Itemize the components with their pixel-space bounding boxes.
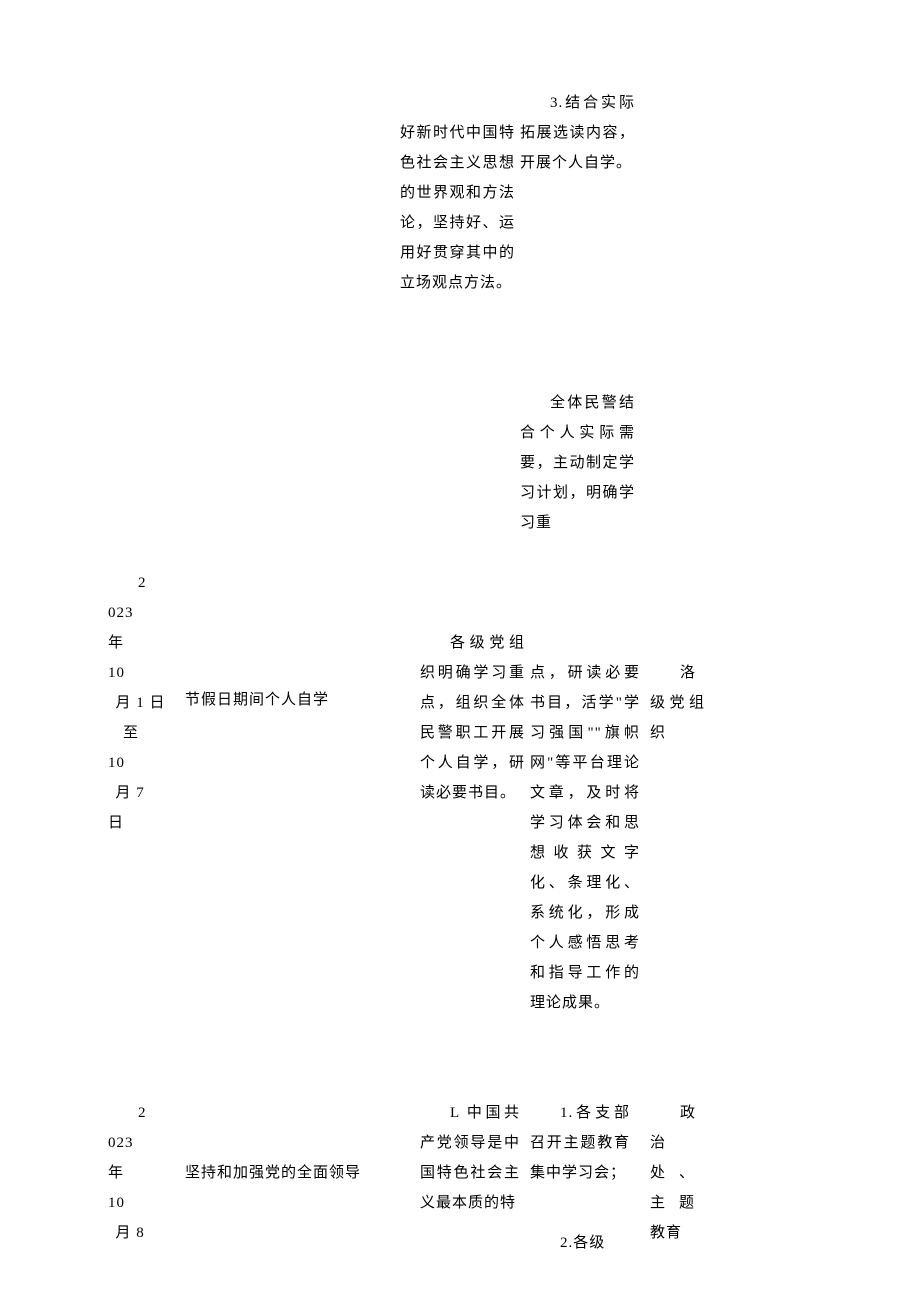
row3-date-line: 月 8 xyxy=(108,1218,178,1248)
row2-date-line: 至 xyxy=(108,718,178,748)
row2-date-line: 023 xyxy=(108,598,178,628)
row3-date-line: 10 xyxy=(108,1188,178,1218)
top-col5-continuation: 3.结合实际拓展选读内容，开展个人自学。 xyxy=(520,88,635,178)
row2-topic: 节假日期间个人自学 xyxy=(185,685,395,715)
row3-date-line: 2 xyxy=(108,1098,178,1128)
row2-date-col: 2 023 年 10 月 1 日 至 10 月 7 日 xyxy=(108,568,178,838)
row2-date-line: 10 xyxy=(108,658,178,688)
row2-col6: 洛级党组织 xyxy=(650,658,705,748)
row2-col5: 点，研读必要书目，活学"学习强国""旗帜网"等平台理论文章，及时将学习体会和思想… xyxy=(530,658,640,1018)
row3-col4: L 中国共产党领导是中国特色社会主义最本质的特 xyxy=(420,1098,520,1218)
row3-col6: 政治处、主题教育 xyxy=(650,1098,695,1248)
row2-date-line: 月 1 日 xyxy=(108,688,178,718)
row3-date-col: 2 023 年 10 月 8 xyxy=(108,1098,178,1248)
mid-col5-pretext: 全体民警结合个人实际需要，主动制定学习计划，明确学习重 xyxy=(520,388,635,538)
row3-col5-p1: 1.各支部召开主题教育集中学习会； xyxy=(530,1098,630,1188)
row2-date-line: 10 xyxy=(108,748,178,778)
row3-col5-p2: 2.各级 xyxy=(530,1228,630,1258)
row2-date-line: 日 xyxy=(108,808,178,838)
row3-date-line: 年 xyxy=(108,1158,178,1188)
row2-date-line: 年 xyxy=(108,628,178,658)
row3-date-line: 023 xyxy=(108,1128,178,1158)
row2-date-line: 2 xyxy=(108,568,178,598)
row2-date-line: 月 7 xyxy=(108,778,178,808)
row3-topic: 坚持和加强党的全面领导 xyxy=(185,1158,405,1188)
top-col4-continuation: 好新时代中国特色社会主义思想的世界观和方法论，坚持好、运用好贯穿其中的立场观点方… xyxy=(400,118,515,298)
row2-col4: 各级党组织明确学习重点，组织全体民警职工开展个人自学，研读必要书目。 xyxy=(420,628,525,808)
document-page: 好新时代中国特色社会主义思想的世界观和方法论，坚持好、运用好贯穿其中的立场观点方… xyxy=(0,0,920,1301)
